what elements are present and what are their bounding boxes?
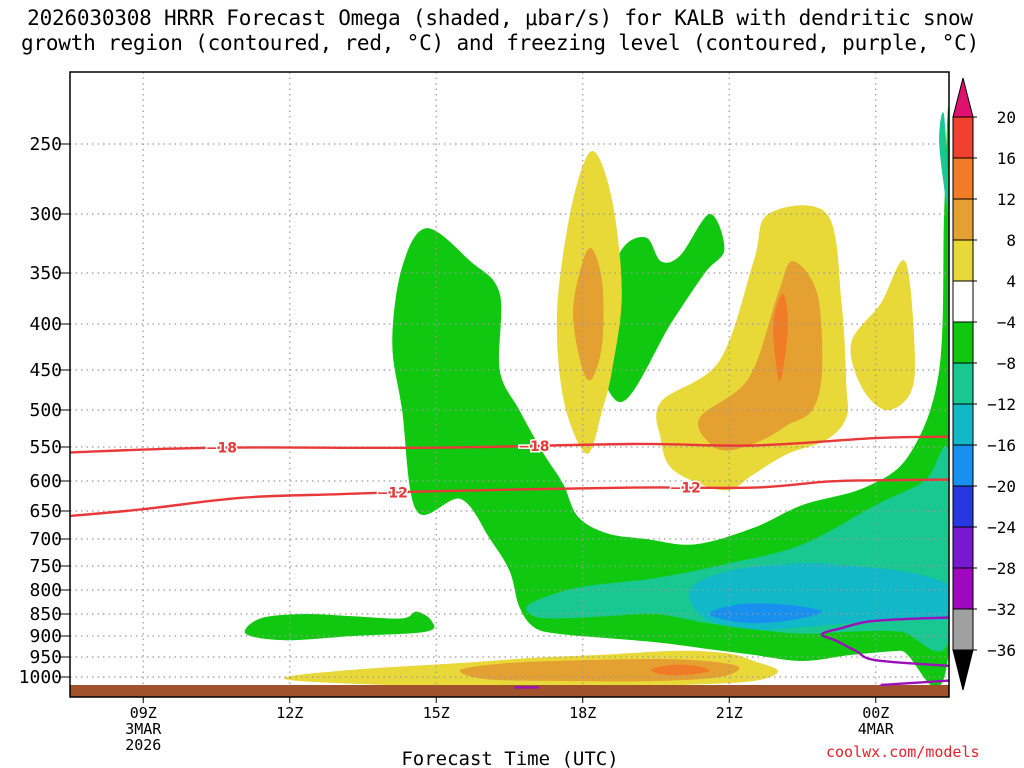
colorbar-label: −20 [987,477,1016,496]
y-tick-label: 500 [29,400,62,421]
omega-region-ascent-4-8-c [850,260,916,411]
x-tick-label: 2026 [125,736,161,754]
omega-region-ascent-8-12-a [573,248,604,381]
x-axis-label: Forecast Time (UTC) [401,748,618,768]
colorbar-label: −28 [987,559,1016,578]
y-tick-label: 650 [29,501,62,522]
omega-region-descent-8-12-upper [939,112,949,215]
colorbar-swatch [952,157,974,200]
y-tick-label: 1000 [19,667,62,688]
colorbar-label: 20 [997,108,1016,127]
colorbar-label: −8 [997,354,1016,373]
y-tick-label: 850 [29,604,62,625]
colorbar-swatch [952,567,974,610]
omega-region-ascent-8-12-low [459,658,740,682]
y-tick-label: 250 [29,134,62,155]
y-tick-label: 550 [29,437,62,458]
ground-strip [70,685,949,697]
y-tick-label: 350 [29,263,62,284]
colorbar-label: −12 [987,395,1016,414]
colorbar-label: −4 [997,313,1016,332]
contour-freezing-upper [820,616,949,667]
contour-label: −18 [206,441,237,457]
y-tick-label: 950 [29,647,62,668]
chart-title-line-2: growth region (contoured, red, °C) and f… [20,31,980,55]
colorbar-swatch [952,485,974,528]
y-tick-label: 750 [29,556,62,577]
contour-label: −12 [377,486,408,502]
contour-label: −12 [670,481,701,497]
contour-dendritic-bottom [70,478,949,518]
colorbar-swatch [952,198,974,241]
x-tick-label: 00Z [862,704,889,722]
colorbar-swatch [952,608,974,651]
y-tick-label: 700 [29,529,62,550]
colorbar-label: −32 [987,600,1016,619]
omega-region-descent-4-8-mid [591,213,725,403]
colorbar-label: −16 [987,436,1016,455]
colorbar-swatch [952,239,974,282]
colorbar-label: 4 [1006,272,1016,291]
x-tick-label: 18Z [569,704,596,722]
colorbar-label: −24 [987,518,1016,537]
contour-dendritic-top [70,435,949,454]
contour-freezing-lower [880,679,949,687]
chart-title: 2026030308 HRRR Forecast Omega (shaded, … [0,6,1000,56]
colorbar-max-triangle [952,77,974,118]
x-tick-label: 21Z [716,704,743,722]
x-tick-label: 12Z [276,704,303,722]
x-tick-label: 15Z [423,704,450,722]
x-tick-label: 3MAR [125,720,162,738]
plot-frame [69,71,950,698]
y-tick-label: 300 [29,204,62,225]
omega-region-ascent-12-16-low [650,664,710,676]
contour-label: −18 [518,439,549,455]
y-tick-label: 600 [29,471,62,492]
omega-region-descent-4-8-low [244,611,435,641]
colorbar-swatch [952,526,974,569]
credit-text: coolwx.com/models [826,743,980,761]
colorbar-swatch [952,280,974,323]
colorbar-label: 12 [997,190,1016,209]
colorbar-swatch [952,362,974,405]
x-tick-label: 4MAR [858,720,895,738]
colorbar-label: −36 [987,641,1016,660]
y-tick-label: 450 [29,360,62,381]
colorbar-min-triangle [952,649,974,691]
y-tick-label: 900 [29,626,62,647]
colorbar-swatch [952,444,974,487]
chart-title-line-1: 2026030308 HRRR Forecast Omega (shaded, … [27,6,973,30]
x-tick-label: 09Z [130,704,157,722]
y-tick-label: 800 [29,580,62,601]
colorbar-label: 8 [1006,231,1016,250]
colorbar-swatch [952,116,974,159]
colorbar-label: 16 [997,149,1016,168]
colorbar-swatch [952,321,974,364]
omega-region-ascent-12-16-b [773,293,788,382]
colorbar-swatch [952,403,974,446]
y-tick-label: 400 [29,314,62,335]
omega-region-descent-16-20 [709,603,823,624]
